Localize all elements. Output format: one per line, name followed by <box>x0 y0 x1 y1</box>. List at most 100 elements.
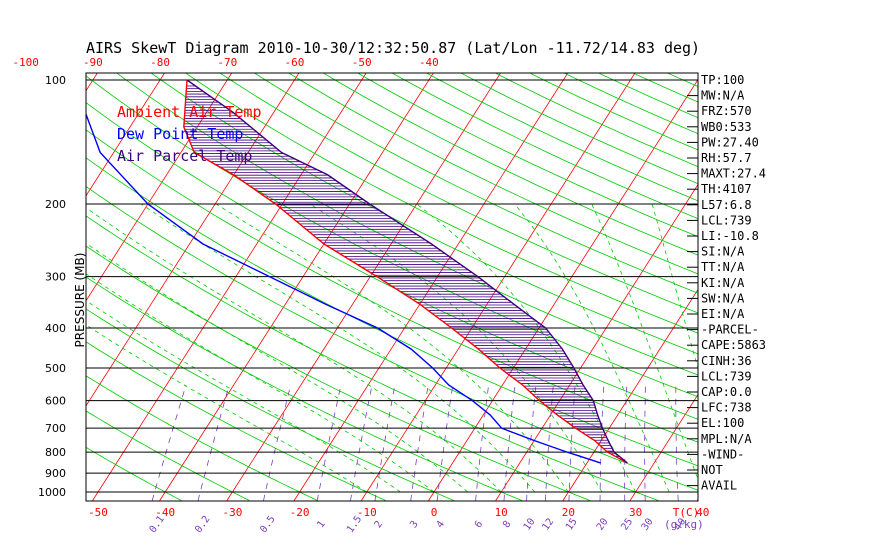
index-value: FRZ:570 <box>701 104 752 118</box>
pressure-tick-label: 100 <box>45 74 66 87</box>
isotherm-line <box>226 73 502 501</box>
index-value: MAXT:27.4 <box>701 167 766 181</box>
dry-adiabat-line <box>86 410 250 501</box>
dry-adiabat-line <box>86 186 698 491</box>
top-temp-tick-label: -50 <box>352 56 372 69</box>
mixing-ratio-line <box>316 384 342 501</box>
dry-adiabat-line <box>86 446 182 501</box>
dry-adiabat-line <box>116 73 698 376</box>
index-value: -WIND- <box>701 447 744 461</box>
mixing-ratio-line <box>675 384 679 501</box>
dry-adiabat-line <box>86 75 698 398</box>
dry-adiabat-line <box>86 375 319 501</box>
bottom-temp-tick-label: -10 <box>357 506 377 519</box>
moist-adiabat-line <box>86 324 368 493</box>
mixing-ratio-line <box>263 384 292 501</box>
dry-adiabat-line <box>86 341 387 501</box>
index-value: TP:100 <box>701 73 744 87</box>
dry-adiabat-line <box>288 73 698 275</box>
pressure-tick-label: 1000 <box>38 486 66 499</box>
index-value: -PARCEL- <box>701 323 759 337</box>
bottom-temp-tick-label: -20 <box>290 506 310 519</box>
index-value: EI:N/A <box>701 307 745 321</box>
isotherm-line <box>0 61 38 501</box>
dry-adiabat-line <box>86 157 698 467</box>
mixing-ratio-tick-label: 3 <box>408 519 420 530</box>
top-temp-tick-label: -40 <box>419 56 439 69</box>
mixing-ratio-tick-label: 12 <box>540 516 556 532</box>
x-axis-title: T(C) <box>673 506 700 519</box>
legend-entry: Ambient Air Temp <box>117 103 262 121</box>
dry-adiabat-line <box>219 73 698 314</box>
isotherm-line <box>428 78 698 501</box>
top-temp-tick-label: -80 <box>150 56 170 69</box>
index-value: LFC:738 <box>701 401 752 415</box>
dry-adiabat-line <box>742 61 870 501</box>
index-value: EL:100 <box>701 416 744 430</box>
mixing-ratio-line <box>624 384 627 501</box>
pressure-tick-label: 500 <box>45 362 66 375</box>
top-temp-tick-label: -70 <box>217 56 237 69</box>
dry-adiabat-line <box>460 73 698 185</box>
index-value: CAPE:5863 <box>701 338 766 352</box>
mixing-ratio-tick-label: 6 <box>473 519 485 530</box>
mixing-ratio-line <box>374 384 396 501</box>
index-value: RH:57.7 <box>701 151 752 165</box>
series-line-air-parcel-temp <box>186 79 628 464</box>
pressure-tick-label: 900 <box>45 467 66 480</box>
series-line-dew-point-temp <box>86 111 601 464</box>
index-value: SI:N/A <box>701 245 745 259</box>
index-value: WB0:533 <box>701 120 752 134</box>
top-temp-tick-label: -90 <box>83 56 103 69</box>
legend-entry: Dew Point Temp <box>117 125 243 143</box>
bottom-temp-tick-label: -50 <box>88 506 108 519</box>
plot-frame <box>85 72 699 502</box>
chart-title: AIRS SkewT Diagram 2010-10-30/12:32:50.8… <box>86 39 700 57</box>
dry-adiabat-line <box>253 73 698 294</box>
series-line-ambient-air-temp <box>183 79 628 464</box>
axis-labels: 1002003004005006007008009001000PRESSURE … <box>12 56 709 535</box>
mixing-ratio-tick-label: 2 <box>373 519 385 530</box>
bottom-temp-tick-label: 40 <box>696 506 709 519</box>
mixing-ratio-line <box>350 384 373 501</box>
dry-adiabat-line <box>86 276 523 501</box>
bottom-temp-tick-label: -40 <box>155 506 175 519</box>
mixing-ratio-line <box>410 384 429 501</box>
sounding-curves <box>86 79 628 464</box>
top-temp-tick-label: -60 <box>285 56 305 69</box>
isotherm-line <box>832 61 870 501</box>
isotherm-line <box>360 73 636 501</box>
index-value: TH:4107 <box>701 182 752 196</box>
moist-adiabat-line <box>86 207 502 493</box>
mixing-ratio-tick-label: 10 <box>522 516 538 532</box>
dry-adiabat-line <box>86 245 591 501</box>
cape-shading <box>183 85 627 463</box>
moist-adiabat-line <box>591 203 698 481</box>
plot-border <box>85 72 699 502</box>
index-value: CAP:0.0 <box>701 385 752 399</box>
mixing-ratio-line <box>644 384 646 501</box>
bottom-temp-tick-label: -30 <box>222 506 242 519</box>
mixing-ratio-line <box>151 384 187 501</box>
index-value: AVAIL <box>701 479 737 493</box>
index-value: CINH:36 <box>701 354 752 368</box>
mixing-ratio-tick-label: 1 <box>315 519 327 530</box>
isotherm-line <box>629 393 698 501</box>
mixing-ratio-tick-label: 20 <box>595 516 611 532</box>
moist-adiabat-line <box>86 273 435 493</box>
pressure-tick-label: 700 <box>45 422 66 435</box>
index-value: MPL:N/A <box>701 432 752 446</box>
mixing-ratio-line <box>475 384 489 501</box>
legend-entry: Air Parcel Temp <box>117 147 252 165</box>
isotherm-line <box>764 61 870 501</box>
dry-adiabat-line <box>184 73 698 334</box>
index-value: LI:-10.8 <box>701 229 759 243</box>
mixing-ratio-line <box>526 384 537 501</box>
index-value: SW:N/A <box>701 291 745 305</box>
pressure-tick-label: 300 <box>45 271 66 284</box>
index-value: KI:N/A <box>701 276 745 290</box>
dry-adiabat-line <box>322 73 698 256</box>
index-value: TT:N/A <box>701 260 745 274</box>
